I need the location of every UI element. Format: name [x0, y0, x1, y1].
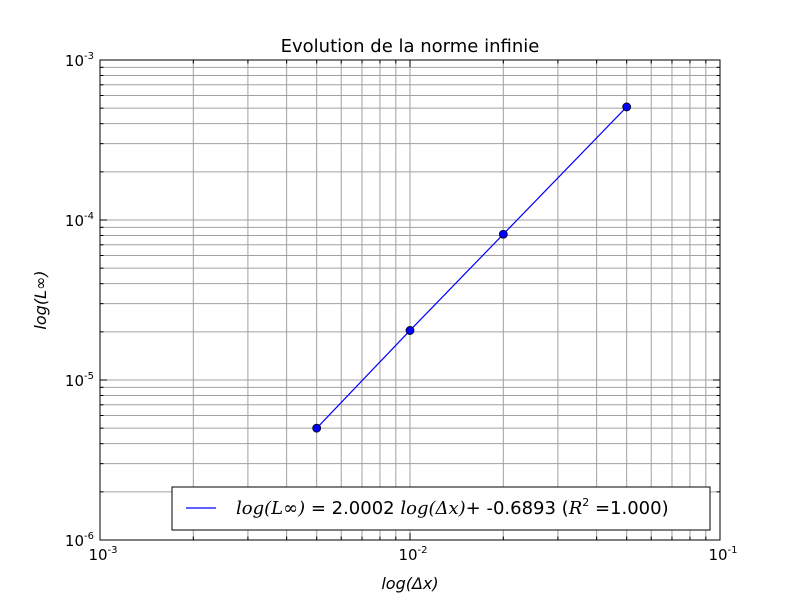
legend-label-part: R — [568, 498, 583, 519]
legend-box — [171, 486, 711, 531]
tick-labels: 10-3 10-2 10-1 10-6 10-5 10-4 10-3 — [65, 51, 738, 564]
data-point — [622, 102, 632, 112]
x-tick-label: 10-3 — [88, 545, 117, 564]
legend-label: log(L∞) = 2.0002 log(Δx)+ -0.6893 (R2 =1… — [236, 496, 669, 519]
legend-label-part: = 2.0002 — [305, 498, 400, 519]
series-layer — [312, 102, 632, 433]
x-axis-label: log(Δx) — [381, 574, 438, 593]
legend-label-part: 2 — [582, 496, 589, 509]
x-tick-label: 10-2 — [398, 545, 427, 564]
legend-label-part: log(L∞) — [236, 498, 305, 519]
series-line — [316, 106, 628, 429]
ticks — [100, 60, 720, 540]
y-tick-label: 10-5 — [65, 371, 94, 390]
legend-label-part: log(Δx) — [400, 498, 465, 519]
legend-label-part: + -0.6893 ( — [466, 498, 569, 519]
x-tick-label: 10-1 — [708, 545, 737, 564]
chart-title: Evolution de la norme infinie — [281, 36, 540, 57]
y-axis-label: log(L∞) — [31, 270, 50, 329]
y-tick-label: 10-4 — [65, 211, 94, 230]
data-point — [312, 423, 322, 433]
y-tick-label: 10-6 — [65, 531, 94, 550]
data-point — [498, 229, 508, 239]
legend: log(L∞) = 2.0002 log(Δx)+ -0.6893 (R2 =1… — [171, 486, 711, 531]
legend-label-part: =1.000) — [589, 498, 668, 519]
grid — [100, 60, 720, 540]
data-point — [405, 326, 415, 335]
y-tick-label: 10-3 — [65, 51, 94, 70]
